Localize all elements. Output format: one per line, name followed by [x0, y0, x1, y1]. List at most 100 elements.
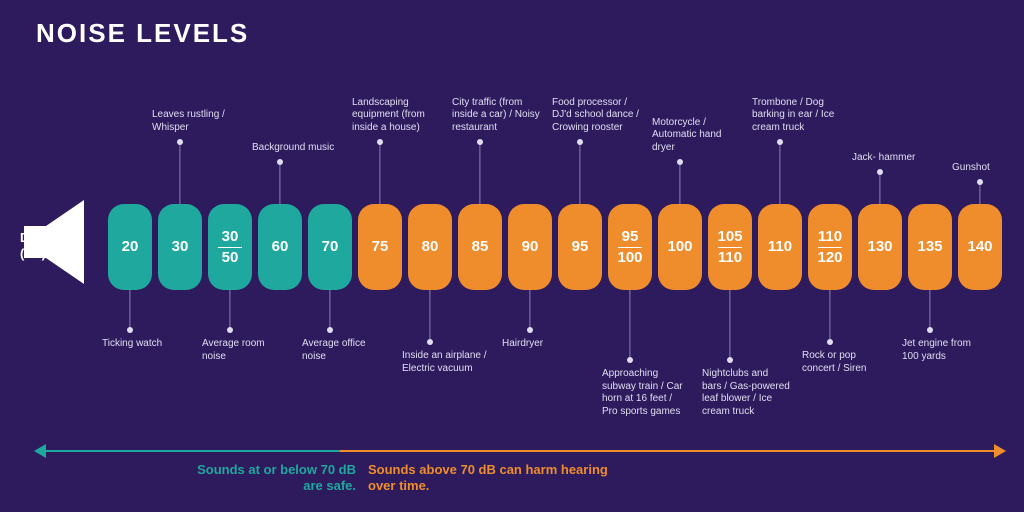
- decibel-pill: 95100: [608, 204, 652, 290]
- callout-stem: [129, 290, 130, 330]
- decibel-value: 80: [422, 239, 439, 255]
- callout-dot-icon: [927, 327, 933, 333]
- callout-stem: [379, 142, 380, 204]
- callout-stem: [529, 290, 530, 330]
- decibel-value: 30: [172, 239, 189, 255]
- callout-stem: [429, 290, 430, 342]
- callout-dot-icon: [327, 327, 333, 333]
- noise-item: 90Hairdryer: [508, 56, 552, 396]
- axis-label: Decibels (dB): [20, 230, 88, 261]
- callout-dot-icon: [527, 327, 533, 333]
- decibel-pill: 95: [558, 204, 602, 290]
- callout-stem: [929, 290, 930, 330]
- decibel-pill: 80: [408, 204, 452, 290]
- decibel-value: 95100: [617, 229, 642, 266]
- noise-item: 30Leaves rustling / Whisper: [158, 56, 202, 396]
- callout-dot-icon: [677, 159, 683, 165]
- decibel-value: 135: [917, 239, 942, 255]
- callout-stem: [229, 290, 230, 330]
- noise-item: 3050Average room noise: [208, 56, 252, 396]
- callout-dot-icon: [877, 169, 883, 175]
- decibel-pill: 3050: [208, 204, 252, 290]
- callout-stem: [629, 290, 630, 360]
- callout-dot-icon: [477, 139, 483, 145]
- caption-safe: Sounds at or below 70 dB are safe.: [196, 462, 356, 495]
- decibel-value: 110120: [817, 229, 842, 266]
- decibel-pill: 75: [358, 204, 402, 290]
- decibel-pill: 135: [908, 204, 952, 290]
- callout-stem: [679, 162, 680, 204]
- arrow-left-icon: [34, 444, 46, 458]
- callout-dot-icon: [777, 139, 783, 145]
- decibel-value: 20: [122, 239, 139, 255]
- callout-dot-icon: [227, 327, 233, 333]
- noise-item: 135Jet engine from 100 yards: [908, 56, 952, 396]
- callout-stem: [729, 290, 730, 360]
- callout-dot-icon: [827, 339, 833, 345]
- callout-dot-icon: [427, 339, 433, 345]
- noise-item: 20Ticking watch: [108, 56, 152, 396]
- decibel-pill: 130: [858, 204, 902, 290]
- decibel-pill: 105110: [708, 204, 752, 290]
- decibel-pill: 20: [108, 204, 152, 290]
- decibel-axis: [34, 444, 1006, 458]
- callout-stem: [329, 290, 330, 330]
- noise-item: 75Landscaping equipment (from inside a h…: [358, 56, 402, 396]
- noise-item: 130Jack- hammer: [858, 56, 902, 396]
- callout-stem: [879, 172, 880, 204]
- decibel-value: 95: [572, 239, 589, 255]
- noise-item: 95100Approaching subway train / Car horn…: [608, 56, 652, 396]
- decibel-value: 70: [322, 239, 339, 255]
- callout-stem: [179, 142, 180, 204]
- decibel-pill: 110: [758, 204, 802, 290]
- callout-stem: [479, 142, 480, 204]
- noise-label-top: Gunshot: [952, 162, 1024, 175]
- page-title: NOISE LEVELS: [36, 18, 249, 49]
- noise-item: 100Motorcycle / Automatic hand dryer: [658, 56, 702, 396]
- callout-dot-icon: [177, 139, 183, 145]
- noise-item: 140Gunshot: [958, 56, 1002, 396]
- callout-stem: [279, 162, 280, 204]
- noise-item: 95Food processor / DJ'd school dance / C…: [558, 56, 602, 396]
- decibel-value: 130: [867, 239, 892, 255]
- decibel-pill: 100: [658, 204, 702, 290]
- decibel-value: 100: [667, 239, 692, 255]
- decibel-pill: 70: [308, 204, 352, 290]
- decibel-value: 105110: [717, 229, 742, 266]
- callout-dot-icon: [977, 179, 983, 185]
- axis-harm-segment: [340, 450, 994, 452]
- decibel-value: 90: [522, 239, 539, 255]
- callout-dot-icon: [377, 139, 383, 145]
- noise-item: 85City traffic (from inside a car) / Noi…: [458, 56, 502, 396]
- callout-stem: [779, 142, 780, 204]
- noise-item: 105110Nightclubs and bars / Gas-powered …: [708, 56, 752, 396]
- decibel-pill: 140: [958, 204, 1002, 290]
- decibel-value: 110: [768, 239, 792, 255]
- decibel-value: 75: [372, 239, 389, 255]
- callout-stem: [979, 182, 980, 204]
- callout-dot-icon: [127, 327, 133, 333]
- decibel-pill: 60: [258, 204, 302, 290]
- decibel-value: 60: [272, 239, 289, 255]
- caption-harm: Sounds above 70 dB can harm hearing over…: [368, 462, 628, 495]
- axis-safe-segment: [46, 450, 340, 452]
- callout-dot-icon: [577, 139, 583, 145]
- callout-dot-icon: [727, 357, 733, 363]
- noise-item: 60Background music: [258, 56, 302, 396]
- decibel-value: 3050: [218, 229, 242, 266]
- noise-level-chart: 20Ticking watch30Leaves rustling / Whisp…: [108, 56, 1006, 396]
- decibel-pill: 30: [158, 204, 202, 290]
- callout-stem: [829, 290, 830, 342]
- noise-item: 70Average office noise: [308, 56, 352, 396]
- callout-stem: [579, 142, 580, 204]
- noise-item: 80Inside an airplane / Electric vacuum: [408, 56, 452, 396]
- decibel-value: 140: [967, 239, 992, 255]
- decibel-value: 85: [472, 239, 489, 255]
- noise-item: 110120Rock or pop concert / Siren: [808, 56, 852, 396]
- callout-dot-icon: [277, 159, 283, 165]
- decibel-pill: 110120: [808, 204, 852, 290]
- decibel-pill: 90: [508, 204, 552, 290]
- arrow-right-icon: [994, 444, 1006, 458]
- decibel-pill: 85: [458, 204, 502, 290]
- noise-item: 110Trombone / Dog barking in ear / Ice c…: [758, 56, 802, 396]
